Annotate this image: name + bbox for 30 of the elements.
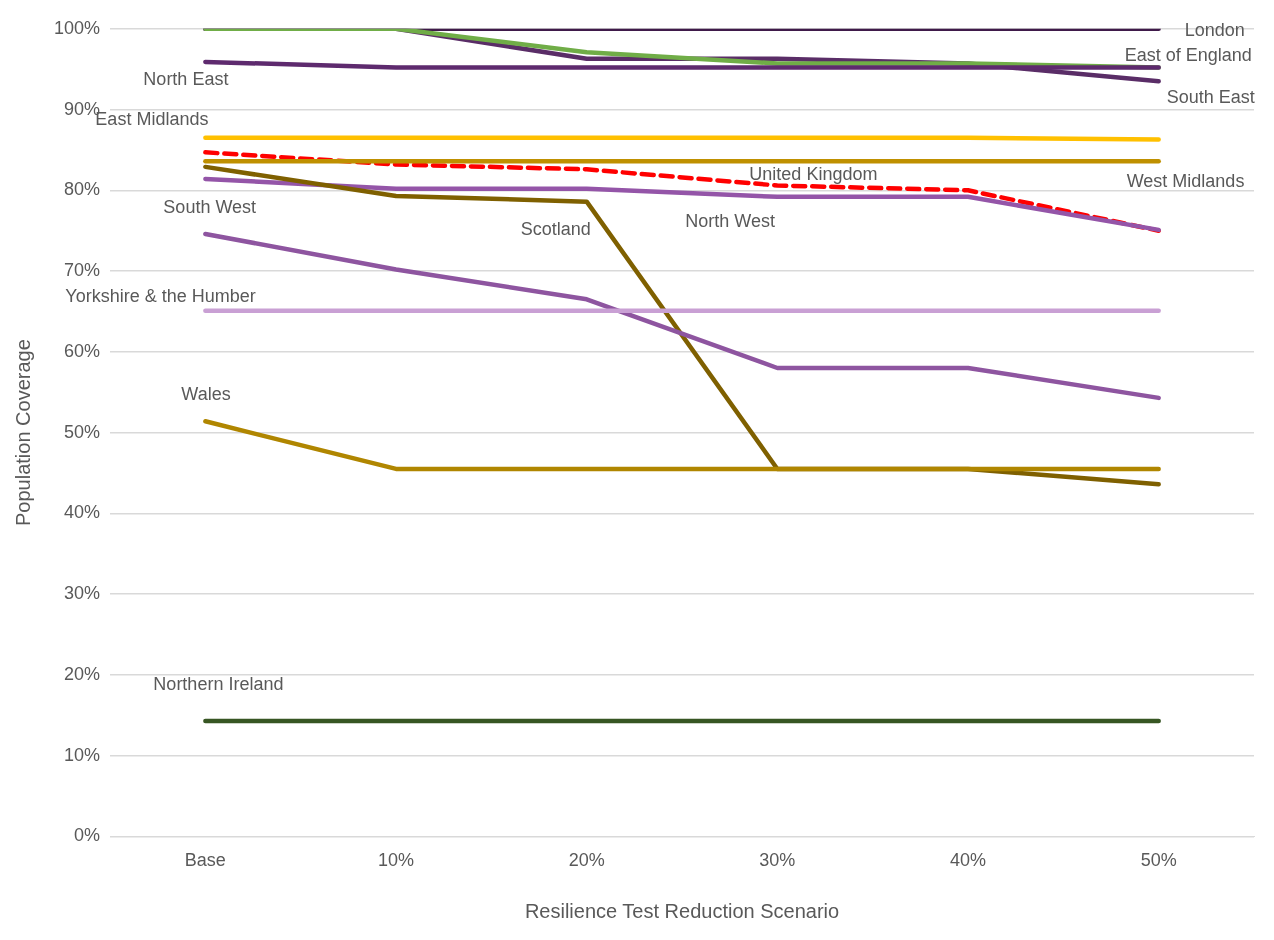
x-tick-label: 40%: [949, 850, 987, 871]
y-tick-label: 10%: [64, 744, 101, 765]
y-tick-label: 50%: [64, 421, 101, 442]
series-label: North East: [143, 68, 229, 89]
series-label: North West: [685, 210, 776, 231]
y-tick-label: 40%: [64, 502, 101, 523]
y-axis-title: Population Coverage: [11, 339, 34, 526]
y-tick-label: 70%: [64, 260, 101, 281]
series-label: United Kingdom: [749, 164, 878, 185]
x-tick-label: 50%: [1140, 850, 1177, 871]
x-tick-label: Base: [184, 850, 226, 871]
y-tick-label: 20%: [64, 663, 101, 684]
series-label: South West: [163, 196, 257, 217]
series-label: West Midlands: [1126, 171, 1245, 192]
series-label: London: [1184, 19, 1245, 40]
x-tick-label: 30%: [759, 850, 796, 871]
x-tick-label: 20%: [568, 850, 605, 871]
series-label: Yorkshire & the Humber: [65, 285, 256, 306]
x-axis-title: Resilience Test Reduction Scenario: [524, 899, 840, 922]
y-tick-label: 0%: [74, 825, 101, 846]
series-label: South East: [1166, 87, 1255, 108]
x-tick-label: 10%: [378, 850, 415, 871]
y-tick-label: 100%: [53, 17, 101, 38]
series-label: East of England: [1124, 44, 1252, 65]
y-tick-label: 80%: [64, 179, 101, 200]
y-tick-label: 60%: [64, 340, 101, 361]
series-label: Northern Ireland: [153, 673, 284, 694]
series-label: Wales: [181, 384, 231, 405]
y-tick-label: 30%: [64, 583, 101, 604]
series-label: Scotland: [520, 218, 591, 239]
